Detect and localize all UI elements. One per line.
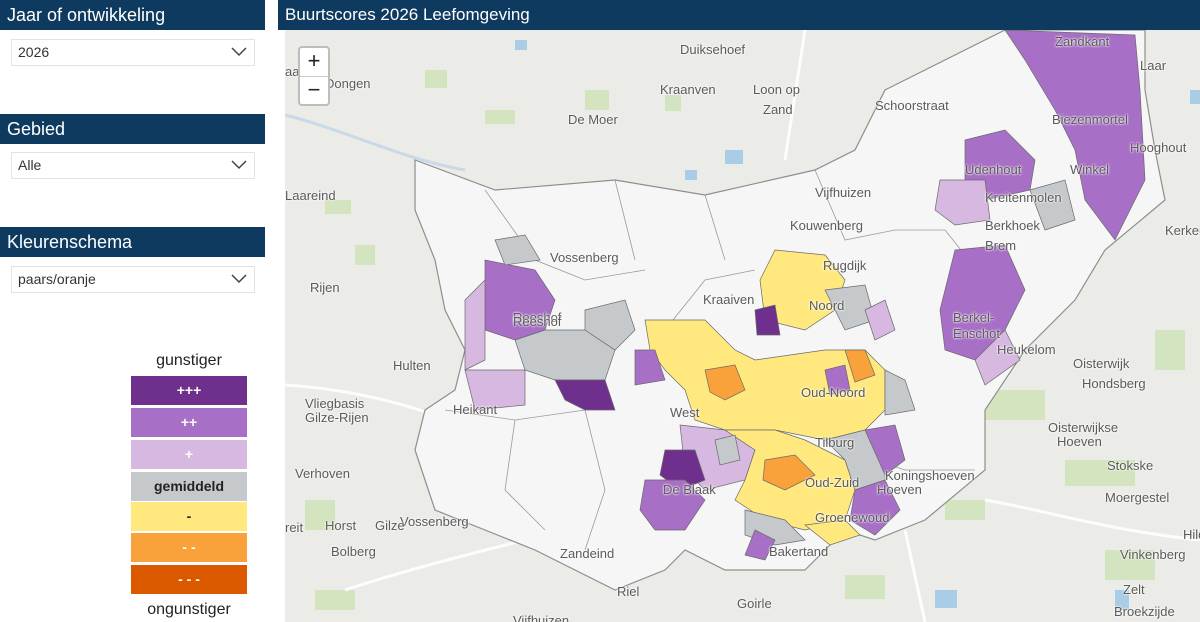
place-label: Reeshof	[513, 310, 562, 325]
green-areas	[305, 70, 1185, 610]
place-label: Laareind	[285, 188, 336, 203]
area-filter-title: Gebied	[0, 114, 265, 144]
place-label: Brem	[985, 238, 1017, 253]
zoom-out-button[interactable]: −	[307, 77, 321, 102]
place-label: Oisterwijk	[1073, 356, 1130, 371]
place-label: Zelt	[1123, 582, 1145, 597]
place-label: Dongen	[325, 76, 371, 91]
place-label: Laar	[1140, 58, 1167, 73]
place-label: Enschot	[953, 326, 1000, 341]
chevron-down-icon	[231, 274, 247, 284]
place-label: Oisterwijkse	[1048, 420, 1119, 435]
legend-bottom-label: ongunstiger	[147, 601, 231, 618]
area-dropdown[interactable]: Alle	[11, 152, 255, 179]
place-label: Kraanven	[660, 82, 716, 97]
place-label: Vossenberg	[400, 514, 469, 529]
place-label: Vinkenberg	[1120, 547, 1186, 562]
area-dropdown-value: Alle	[18, 157, 42, 173]
legend-item: - -	[131, 533, 247, 562]
place-label: Berkhoek	[985, 218, 1040, 233]
place-label: Moergestel	[1105, 490, 1170, 505]
place-label: Kraaiven	[703, 292, 755, 307]
legend-item: -	[131, 502, 247, 531]
place-label: Vijfhuizen	[513, 613, 570, 622]
place-label: Vliegbasis	[305, 396, 365, 411]
place-label: Heikant	[453, 402, 498, 417]
place-label: Oud-Noord	[801, 385, 866, 400]
place-label: Hild	[1183, 527, 1200, 542]
year-filter-title: Jaar of ontwikkeling	[0, 0, 265, 30]
place-label: Duiksehoef	[680, 42, 746, 57]
place-label: Hondsberg	[1082, 376, 1146, 391]
place-label: Stokske	[1107, 458, 1154, 473]
legend-top-label: gunstiger	[156, 352, 222, 369]
place-label: Hoeven	[877, 482, 922, 497]
place-label: reit	[285, 520, 304, 535]
place-label: Vijfhuizen	[815, 185, 872, 200]
zoom-control[interactable]: + −	[298, 46, 330, 106]
map-title: Buurtscores 2026 Leefomgeving	[278, 0, 1200, 30]
scheme-dropdown-value: paars/oranje	[18, 271, 96, 287]
map-canvas[interactable]	[285, 30, 1200, 622]
place-label: Bakertand	[769, 544, 829, 559]
place-label: Schoorstraat	[875, 98, 949, 113]
place-label: Broekzijde	[1114, 604, 1175, 619]
place-label: Biezenmortel	[1052, 112, 1128, 127]
place-label: Koningshoeven	[885, 468, 975, 483]
legend-item: +	[131, 440, 247, 469]
legend-item: +++	[131, 376, 247, 405]
place-label: Berkel-	[953, 310, 995, 325]
place-label: Bolberg	[331, 544, 376, 559]
place-label: Horst	[325, 518, 357, 533]
year-dropdown[interactable]: 2026	[11, 39, 255, 66]
legend-item: gemiddeld	[131, 472, 247, 501]
place-label: Oud-Zuid	[805, 475, 860, 490]
place-label: Rijen	[310, 280, 340, 295]
place-label: Verhoven	[295, 466, 350, 481]
place-label: Noord	[809, 298, 845, 313]
map[interactable]: Duiksehoef Kraanven Loon op Zand De Moer Scho…	[285, 30, 1200, 622]
place-label: Hulten	[393, 358, 431, 373]
place-label: Hoeven	[1057, 434, 1102, 449]
place-label: Goirle	[737, 596, 772, 611]
place-label: Kouwenberg	[790, 218, 863, 233]
scheme-filter-title: Kleurenschema	[0, 227, 265, 257]
chevron-down-icon	[231, 47, 247, 57]
place-label: Hooghout	[1130, 140, 1187, 155]
place-label: De Blaak	[663, 482, 716, 497]
place-label: Kreitenmolen	[985, 190, 1062, 205]
place-label: Groenewoud	[815, 510, 890, 525]
place-label: De Moer	[568, 112, 618, 127]
place-label: Gilze	[375, 518, 405, 533]
place-label: Kerkeind	[1165, 223, 1200, 238]
place-label: Winkel	[1070, 162, 1110, 177]
place-label: Heukelom	[997, 342, 1056, 357]
year-dropdown-value: 2026	[18, 44, 50, 60]
legend-item: - - -	[131, 565, 247, 594]
place-label: Reeshof	[513, 314, 562, 329]
legend-item: ++	[131, 408, 247, 437]
place-label: Udenhout	[965, 162, 1022, 177]
place-label: Riel	[617, 584, 640, 599]
place-label: Zandeind	[560, 546, 615, 561]
zoom-in-button[interactable]: +	[300, 48, 328, 77]
scheme-dropdown[interactable]: paars/oranje	[11, 266, 255, 293]
chevron-down-icon	[231, 160, 247, 170]
place-label: Tilburg	[815, 435, 855, 450]
place-label: Rugdijk	[823, 258, 867, 273]
place-label: Gilze-Rijen	[305, 410, 369, 425]
place-label: West	[670, 405, 700, 420]
place-label: Zandkant	[1055, 34, 1110, 49]
place-label: Vossenberg	[550, 250, 619, 265]
place-label: Zand	[763, 102, 793, 117]
water	[515, 40, 1200, 610]
place-label: Loon op	[753, 82, 800, 97]
neighbourhoods	[464, 30, 1146, 561]
